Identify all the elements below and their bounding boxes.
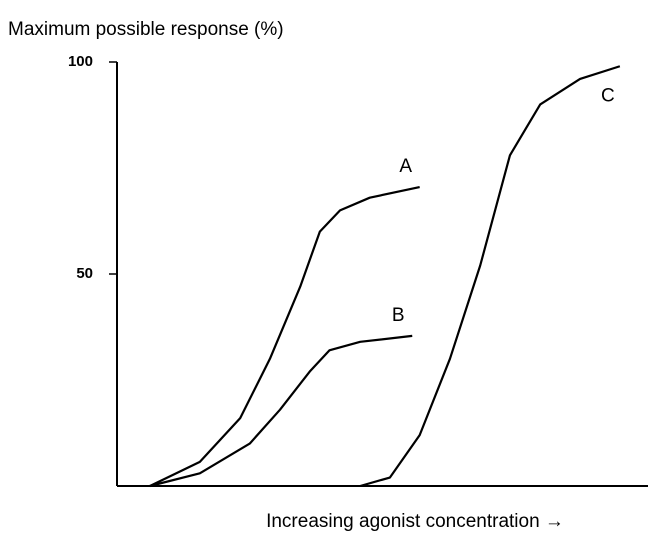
curve	[149, 186, 420, 487]
chart-title: Maximum possible response (%)	[8, 19, 284, 40]
y-tick-label: 100	[68, 53, 93, 70]
y-tick-label: 50	[76, 265, 93, 282]
x-axis-label: Increasing agonist concentration →	[266, 511, 564, 532]
series-label: C	[601, 85, 615, 106]
curve	[359, 65, 621, 488]
curve	[149, 334, 413, 488]
series-label: A	[399, 156, 412, 177]
series-label: B	[392, 305, 405, 326]
